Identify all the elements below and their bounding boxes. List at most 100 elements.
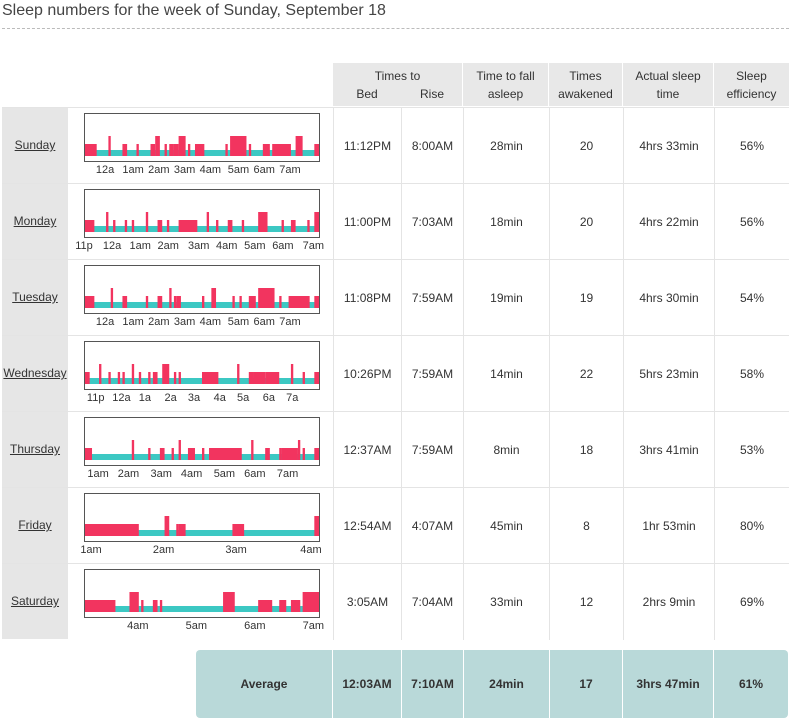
awake-segment: [129, 592, 139, 612]
average-awakened: 17: [549, 650, 622, 718]
awake-segment: [248, 144, 252, 156]
table-row: Thursday 1am 2am 3am 4am 5am 6am 7am 12:37AM 7:59…: [2, 411, 789, 488]
awake-segment: [232, 296, 235, 308]
time-tick-label: 12a: [112, 392, 131, 404]
rise-time: 7:59AM: [401, 260, 463, 336]
awake-segment: [258, 212, 268, 232]
rise-time: 4:07AM: [401, 488, 463, 564]
awake-segment: [173, 372, 177, 384]
awake-segment: [239, 296, 242, 308]
day-cell: Friday: [2, 488, 68, 564]
day-link[interactable]: Friday: [18, 518, 52, 532]
time-tick-label: 12a: [95, 316, 115, 328]
times-awakened: 20: [549, 184, 623, 260]
awake-segment: [223, 592, 235, 612]
day-link[interactable]: Saturday: [10, 594, 60, 608]
header-bed: Bed: [356, 87, 378, 101]
awake-segment: [85, 600, 116, 612]
awake-segment: [202, 372, 219, 384]
sleep-timeline-chart: [84, 341, 320, 390]
time-tick-label: 6am: [253, 164, 275, 176]
awake-segment: [178, 136, 186, 156]
header-actual-line2: time: [656, 87, 680, 101]
awake-segment: [145, 212, 149, 232]
awake-segment: [178, 524, 186, 536]
awake-segment: [314, 448, 319, 460]
time-tick-label: 4am: [127, 620, 149, 632]
time-tick-label: 1a: [138, 392, 151, 404]
awake-segment: [173, 296, 177, 308]
awake-segment: [152, 372, 158, 384]
awake-segment: [145, 296, 149, 308]
sleep-timeline-svg: [85, 592, 319, 612]
awake-segment: [258, 288, 275, 308]
time-tick-label: 4am: [216, 240, 238, 252]
time-tick-label: 7am: [302, 240, 325, 252]
awake-segment: [122, 296, 128, 308]
day-link[interactable]: Wednesday: [3, 366, 67, 380]
awake-segment: [314, 296, 319, 308]
awake-segment: [173, 144, 179, 156]
awake-segment: [265, 448, 270, 460]
awake-segment: [211, 288, 217, 308]
time-tick-label: 6am: [272, 240, 294, 252]
day-link[interactable]: Thursday: [9, 442, 61, 456]
awake-segment: [314, 372, 319, 384]
awake-segment: [248, 372, 254, 384]
day-link[interactable]: Sunday: [14, 138, 56, 152]
time-to-fall-asleep: 45min: [463, 488, 549, 564]
page-title: Sleep numbers for the week of Sunday, Se…: [2, 2, 789, 29]
time-tick-label: 2am: [152, 544, 175, 556]
time-to-fall-asleep: 19min: [463, 260, 549, 336]
times-awakened: 12: [549, 564, 623, 640]
awake-segment: [85, 296, 95, 308]
day-link[interactable]: Tuesday: [12, 290, 58, 304]
average-efficiency: 61%: [713, 650, 788, 718]
average-rise: 7:10AM: [401, 650, 463, 718]
awake-segment: [251, 440, 254, 460]
awake-segment: [85, 144, 97, 156]
time-tick-label: 6am: [244, 468, 266, 480]
table-row: Monday 11p 12a 1am 2am 3am 4am 5am 6am 7am 11:00PM…: [2, 183, 789, 260]
time-tick-label: 3am: [173, 164, 196, 176]
time-tick-label: 7a: [286, 392, 299, 404]
header-fall-line2: asleep: [487, 87, 524, 101]
time-tick-label: 3am: [187, 240, 210, 252]
awake-segment: [279, 600, 287, 612]
awake-segment: [131, 220, 135, 232]
header-times-to: Times to: [374, 69, 421, 83]
awake-segment: [288, 296, 310, 308]
day-cell: Saturday: [2, 564, 68, 640]
awake-segment: [108, 372, 111, 384]
awake-segment: [279, 448, 282, 460]
awake-segment: [232, 524, 245, 536]
awake-segment: [248, 296, 256, 308]
time-tick-label: 3am: [225, 544, 247, 556]
day-cell: Monday: [2, 184, 68, 260]
times-awakened: 8: [549, 488, 623, 564]
awake-segment: [209, 448, 242, 460]
awake-segment: [108, 136, 111, 156]
awake-segment: [157, 296, 163, 308]
awake-segment: [148, 448, 151, 460]
awake-segment: [113, 220, 116, 232]
awake-segment: [136, 144, 139, 156]
time-tick-label: 5am: [213, 468, 236, 480]
time-tick-label: 5am: [244, 240, 266, 252]
time-tick-label: 7am: [302, 620, 325, 632]
day-link[interactable]: Monday: [13, 214, 57, 228]
awake-segment: [138, 372, 142, 384]
time-tick-label: 1am: [80, 544, 102, 556]
sleep-efficiency: 53%: [714, 412, 789, 488]
table-row: Saturday 4am 5am 6am 7am 3:05AM 7:04AM 33min 12 2…: [2, 563, 789, 640]
bed-time: 11:00PM: [333, 184, 401, 260]
sleep-efficiency: 80%: [714, 488, 789, 564]
awake-segment: [206, 212, 210, 232]
awake-segment: [216, 220, 219, 232]
time-tick-label: 3a: [187, 392, 201, 404]
time-tick-label: 4am: [199, 164, 222, 176]
awake-segment: [85, 524, 139, 536]
time-to-fall-asleep: 28min: [463, 108, 549, 184]
header-efficiency-line2: efficiency: [726, 87, 777, 101]
time-tick-label: 4am: [180, 468, 203, 480]
